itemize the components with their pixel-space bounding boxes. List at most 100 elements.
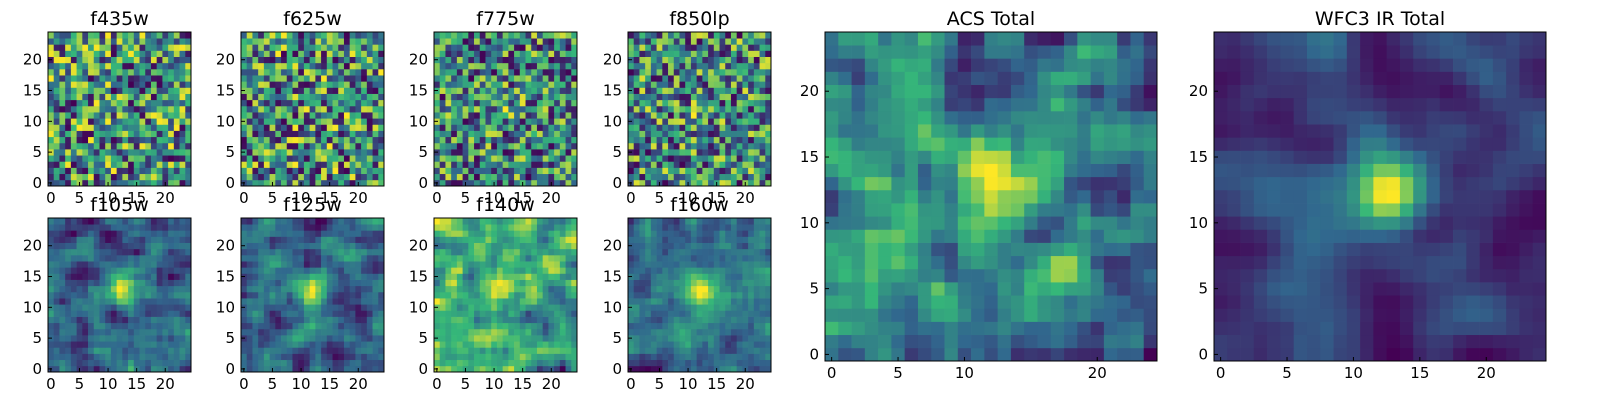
heatmap-cell	[150, 254, 158, 262]
heatmap-cell	[514, 291, 521, 299]
heatmap-cell	[281, 254, 288, 262]
heatmap-cell	[338, 50, 345, 57]
heatmap-cell	[361, 359, 368, 367]
heatmap-cell	[82, 304, 89, 311]
heatmap-cell	[1037, 71, 1052, 85]
heatmap-cell	[971, 203, 985, 217]
heatmap-cell	[559, 291, 566, 299]
heatmap-cell	[891, 268, 906, 283]
heatmap-cell	[70, 304, 77, 311]
heatmap-cell	[451, 261, 458, 268]
heatmap-cell	[110, 149, 117, 156]
heatmap-cell	[696, 130, 703, 138]
heatmap-cell	[321, 254, 328, 262]
heatmap-cell	[338, 173, 345, 181]
heatmap-cell	[1050, 268, 1065, 283]
heatmap-cell	[434, 298, 441, 305]
heatmap-cell	[179, 149, 186, 156]
heatmap-cell	[984, 347, 998, 362]
heatmap-cell	[565, 130, 572, 138]
heatmap-cell	[76, 161, 83, 168]
heatmap-cell	[332, 136, 339, 144]
heatmap-cell	[838, 84, 852, 99]
heatmap-cell	[332, 279, 339, 287]
heatmap-cell	[65, 155, 72, 162]
heatmap-cell	[252, 279, 259, 287]
heatmap-cell	[491, 38, 498, 45]
heatmap-cell	[48, 124, 55, 131]
heatmap-cell	[491, 359, 498, 367]
heatmap-cell	[1024, 321, 1038, 336]
x-tick-label: 10	[955, 364, 974, 382]
heatmap-cell	[105, 173, 112, 181]
heatmap-cell	[565, 341, 572, 348]
heatmap-cell	[338, 87, 345, 94]
heatmap-cell	[571, 50, 578, 57]
heatmap-cell	[70, 32, 77, 39]
heatmap-cell	[82, 99, 89, 107]
heatmap-cell	[439, 136, 446, 144]
heatmap-cell	[70, 254, 77, 262]
heatmap-cell	[519, 62, 526, 70]
heatmap-cell	[514, 173, 521, 181]
heatmap-cell	[525, 267, 532, 274]
heatmap-cell	[315, 230, 322, 237]
heatmap-cell	[984, 229, 998, 243]
heatmap-cell	[479, 322, 486, 330]
heatmap-cell	[1024, 189, 1038, 204]
heatmap-cell	[275, 112, 282, 119]
heatmap-cell	[559, 87, 566, 94]
heatmap-cell	[93, 130, 100, 138]
heatmap-cell	[48, 267, 55, 274]
heatmap-cell	[690, 124, 697, 131]
heatmap-cell	[326, 279, 333, 287]
heatmap-cell	[145, 118, 152, 125]
heatmap-cell	[378, 242, 385, 250]
heatmap-cell	[904, 163, 919, 178]
heatmap-cell	[451, 50, 458, 57]
heatmap-cell	[536, 87, 544, 94]
heatmap-cell	[1143, 334, 1158, 349]
heatmap-cell	[298, 62, 305, 70]
heatmap-cell	[1077, 203, 1091, 217]
heatmap-cell	[445, 112, 452, 119]
heatmap-cell	[298, 316, 305, 324]
heatmap-cell	[878, 71, 892, 85]
heatmap-cell	[971, 282, 985, 296]
heatmap-cell	[292, 353, 299, 361]
heatmap-cell	[702, 81, 709, 88]
heatmap-cell	[1064, 268, 1078, 283]
heatmap-cell	[851, 295, 866, 309]
heatmap-cell	[82, 50, 89, 57]
heatmap-cell	[445, 322, 452, 330]
heatmap-cell	[241, 161, 248, 168]
heatmap-cell	[105, 118, 112, 125]
heatmap-cell	[133, 99, 140, 107]
heatmap-cell	[496, 56, 503, 64]
heatmap-cell	[536, 298, 544, 305]
heatmap-cell	[150, 124, 158, 131]
heatmap-cell	[361, 93, 368, 101]
heatmap-cell	[525, 316, 532, 324]
heatmap-cell	[1130, 58, 1145, 72]
heatmap-cell	[1117, 84, 1131, 99]
heatmap-cell	[759, 179, 766, 187]
heatmap-cell	[519, 75, 526, 82]
heatmap-cell	[542, 310, 549, 317]
heatmap-cell	[110, 261, 117, 268]
heatmap-cell	[838, 58, 852, 72]
heatmap-cell	[65, 68, 72, 76]
heatmap-cell	[931, 124, 945, 138]
heatmap-cell	[110, 359, 117, 367]
heatmap-cell	[179, 218, 186, 225]
heatmap-cell	[548, 279, 555, 287]
heatmap-cell	[984, 150, 998, 164]
heatmap-cell	[105, 279, 112, 287]
heatmap-cell	[502, 304, 509, 311]
heatmap-cell	[179, 155, 186, 162]
heatmap-cell	[753, 179, 760, 187]
heatmap-cell	[366, 118, 373, 125]
heatmap-cell	[82, 105, 89, 113]
heatmap-cell	[1010, 295, 1025, 309]
heatmap-cell	[145, 99, 152, 107]
